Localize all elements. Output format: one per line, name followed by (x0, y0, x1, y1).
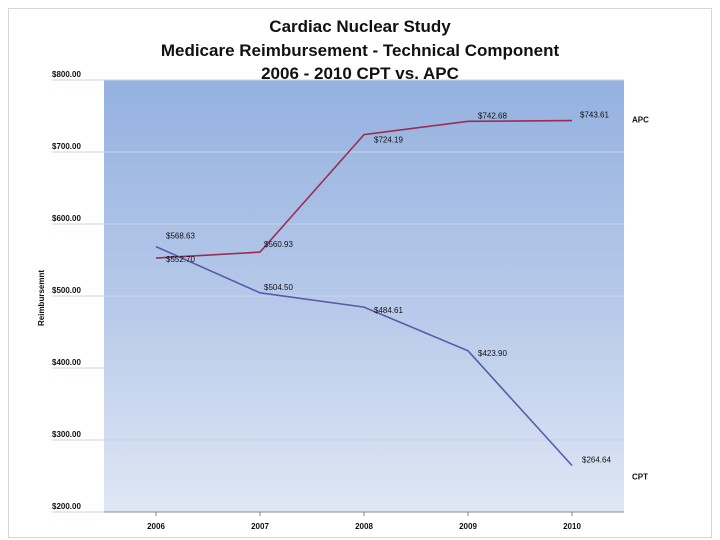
series-line-cpt (155, 245, 573, 467)
data-label: $552.70 (166, 255, 195, 264)
x-tick-label: 2010 (563, 522, 581, 531)
data-label: $423.90 (478, 349, 507, 358)
y-tick-label: $400.00 (52, 358, 81, 367)
data-label: $568.63 (166, 232, 195, 241)
chart-title-line-2: Medicare Reimbursement - Technical Compo… (160, 41, 560, 60)
data-label: $264.64 (582, 455, 611, 464)
y-tick-label: $600.00 (52, 214, 81, 223)
series-line-apc (155, 119, 573, 259)
chart-frame (8, 8, 712, 538)
data-label: $743.61 (580, 111, 609, 120)
series-name-label: APC (632, 116, 649, 125)
x-tick-label: 2007 (251, 522, 269, 531)
series-name-label: CPT (632, 472, 648, 481)
x-tick-label: 2006 (147, 522, 165, 531)
chart-title-line-1: Cardiac Nuclear Study (269, 17, 451, 36)
y-tick-label: $200.00 (52, 502, 81, 511)
chart-title-line-3: 2006 - 2010 CPT vs. APC (261, 64, 459, 83)
y-tick-label: $700.00 (52, 142, 81, 151)
x-tick-label: 2008 (355, 522, 373, 531)
y-tick-label: $800.00 (52, 70, 81, 79)
data-label: $560.93 (264, 240, 293, 249)
y-tick-label: $300.00 (52, 430, 81, 439)
x-tick-label: 2009 (459, 522, 477, 531)
data-label: $724.19 (374, 136, 403, 145)
data-label: $742.68 (478, 111, 507, 120)
y-axis-label: Reimbursemnt (37, 270, 46, 326)
data-label: $484.61 (374, 306, 403, 315)
y-tick-label: $500.00 (52, 286, 81, 295)
data-label: $504.50 (264, 283, 293, 292)
